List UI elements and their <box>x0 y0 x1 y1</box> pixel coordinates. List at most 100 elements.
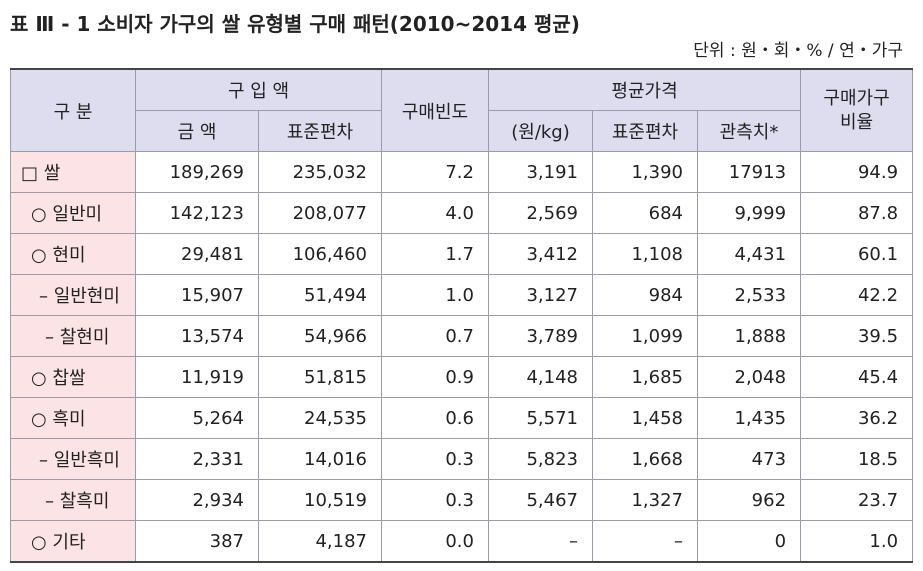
table-cell: 235,032 <box>258 151 382 193</box>
row-label: ○ 현미 <box>10 233 136 275</box>
table-cell: 54,966 <box>258 315 382 357</box>
table-cell: 11,919 <box>135 356 259 398</box>
header-cell: 구 입 액 <box>135 68 382 111</box>
table-cell: – <box>488 520 593 563</box>
table-cell: 473 <box>696 438 802 480</box>
table-row: – 일반흑미 2,331 14,016 0.3 5,823 1,668 473 18.5 <box>10 438 914 480</box>
table-cell: 387 <box>135 520 259 563</box>
header-line: 비율 <box>839 111 874 133</box>
row-label: – 일반현미 <box>10 274 136 316</box>
table-cell: 60.1 <box>800 233 914 275</box>
table-cell: 87.8 <box>800 192 914 234</box>
table-cell: 1,099 <box>592 315 698 357</box>
table-row: ○ 흑미 5,264 24,535 0.6 5,571 1,458 1,435 36.2 <box>10 397 914 439</box>
table-cell: 13,574 <box>135 315 259 357</box>
table-cell: 1,108 <box>592 233 698 275</box>
table-cell: 39.5 <box>800 315 914 357</box>
table-cell: 51,815 <box>258 356 382 398</box>
table-cell: 1,888 <box>696 315 802 357</box>
table-cell: 5,571 <box>488 397 593 439</box>
table-cell: – <box>592 520 698 563</box>
table-cell: 684 <box>592 192 698 234</box>
table-cell: 106,460 <box>258 233 382 275</box>
row-label: ○ 기타 <box>10 520 136 563</box>
table-cell: 1.0 <box>381 274 489 316</box>
table-cell: 1,685 <box>592 356 698 398</box>
table-cell: 94.9 <box>800 151 914 193</box>
table-cell: 17913 <box>696 151 802 193</box>
table-cell: 0.3 <box>381 438 489 480</box>
table-cell: 208,077 <box>258 192 382 234</box>
table-cell: 2,934 <box>135 479 259 521</box>
table-cell: 1,458 <box>592 397 698 439</box>
table-cell: 189,269 <box>135 151 259 193</box>
table-cell: 0.6 <box>381 397 489 439</box>
table-cell: 3,789 <box>488 315 593 357</box>
row-label: – 일반흑미 <box>10 438 136 480</box>
table-cell: 15,907 <box>135 274 259 316</box>
table-cell: 2,048 <box>696 356 802 398</box>
table-cell: 3,127 <box>488 274 593 316</box>
subheader-cell: (원/kg) <box>488 110 593 152</box>
table-cell: 2,569 <box>488 192 593 234</box>
table-row: ○ 일반미 142,123 208,077 4.0 2,569 684 9,999 87.8 <box>10 192 914 234</box>
table-cell: 0.7 <box>381 315 489 357</box>
header-line: 구매가구 <box>823 87 890 109</box>
header-cell: 평균가격 <box>487 68 802 111</box>
table-cell: 29,481 <box>135 233 259 275</box>
row-label: □ 쌀 <box>10 151 136 193</box>
table-cell: 0.9 <box>381 356 489 398</box>
subheader-cell: 표준편차 <box>258 110 382 152</box>
subheader-cell: 금 액 <box>135 110 259 152</box>
table-row: ○ 찹쌀 11,919 51,815 0.9 4,148 1,685 2,048 45.4 <box>10 356 914 398</box>
table-cell: 36.2 <box>800 397 914 439</box>
table-cell: 5,467 <box>488 479 593 521</box>
table-cell: 1.7 <box>381 233 489 275</box>
unit-note: 단위 : 원・회・% / 연・가구 <box>693 41 903 61</box>
table-cell: 5,264 <box>135 397 259 439</box>
table-cell: 51,494 <box>258 274 382 316</box>
table-row: – 일반현미 15,907 51,494 1.0 3,127 984 2,533 42.2 <box>10 274 914 316</box>
row-label: ○ 일반미 <box>10 192 136 234</box>
table-cell: 0.0 <box>381 520 489 563</box>
table-row: □ 쌀 189,269 235,032 7.2 3,191 1,390 17913 94.9 <box>10 151 914 193</box>
table-title: 표 Ⅲ - 1 소비자 가구의 쌀 유형별 구매 패턴(2010~2014 평균… <box>10 12 580 36</box>
table-cell: 1,327 <box>592 479 698 521</box>
table-cell: 14,016 <box>258 438 382 480</box>
table-row: ○ 기타 387 4,187 0.0– –0 1.0 <box>10 520 914 563</box>
table-cell: 1.0 <box>800 520 914 563</box>
table-cell: 4,431 <box>696 233 802 275</box>
table-cell: 4.0 <box>381 192 489 234</box>
row-label: – 찰현미 <box>10 315 136 357</box>
table-cell: 142,123 <box>135 192 259 234</box>
header-cell: 구 분 <box>10 68 136 152</box>
table-cell: 24,535 <box>258 397 382 439</box>
table-row: – 찰흑미 2,934 10,519 0.3 5,467 1,327 962 23.7 <box>10 479 914 521</box>
table-cell: 984 <box>592 274 698 316</box>
table-cell: 4,187 <box>258 520 382 563</box>
table-cell: 23.7 <box>800 479 914 521</box>
table-cell: 5,823 <box>488 438 593 480</box>
table-cell: 0 <box>696 520 802 563</box>
table-cell: 42.2 <box>800 274 914 316</box>
table-row: ○ 현미 29,481 106,460 1.7 3,412 1,108 4,431 60.1 <box>10 233 914 275</box>
table-cell: 0.3 <box>381 479 489 521</box>
subheader-cell: 관측치* <box>696 110 802 152</box>
table-cell: 9,999 <box>696 192 802 234</box>
table-cell: 2,533 <box>696 274 802 316</box>
data-table: 구 분 구 입 액 구매빈도 평균가격 구매가구 비율 금 액 표준편차 (원/kg… <box>10 68 914 563</box>
table-cell: 4,148 <box>488 356 593 398</box>
table-cell: 1,435 <box>696 397 802 439</box>
table-cell: 10,519 <box>258 479 382 521</box>
table-cell: 2,331 <box>135 438 259 480</box>
subheader-cell: 표준편차 <box>592 110 698 152</box>
table-cell: 1,390 <box>592 151 698 193</box>
table-cell: 45.4 <box>800 356 914 398</box>
row-label: – 찰흑미 <box>10 479 136 521</box>
table-cell: 962 <box>696 479 802 521</box>
row-label: ○ 찹쌀 <box>10 356 136 398</box>
table-row: – 찰현미 13,574 54,966 0.7 3,789 1,099 1,888 39.5 <box>10 315 914 357</box>
table-cell: 7.2 <box>381 151 489 193</box>
header-cell: 구매가구 비율 <box>800 68 914 152</box>
